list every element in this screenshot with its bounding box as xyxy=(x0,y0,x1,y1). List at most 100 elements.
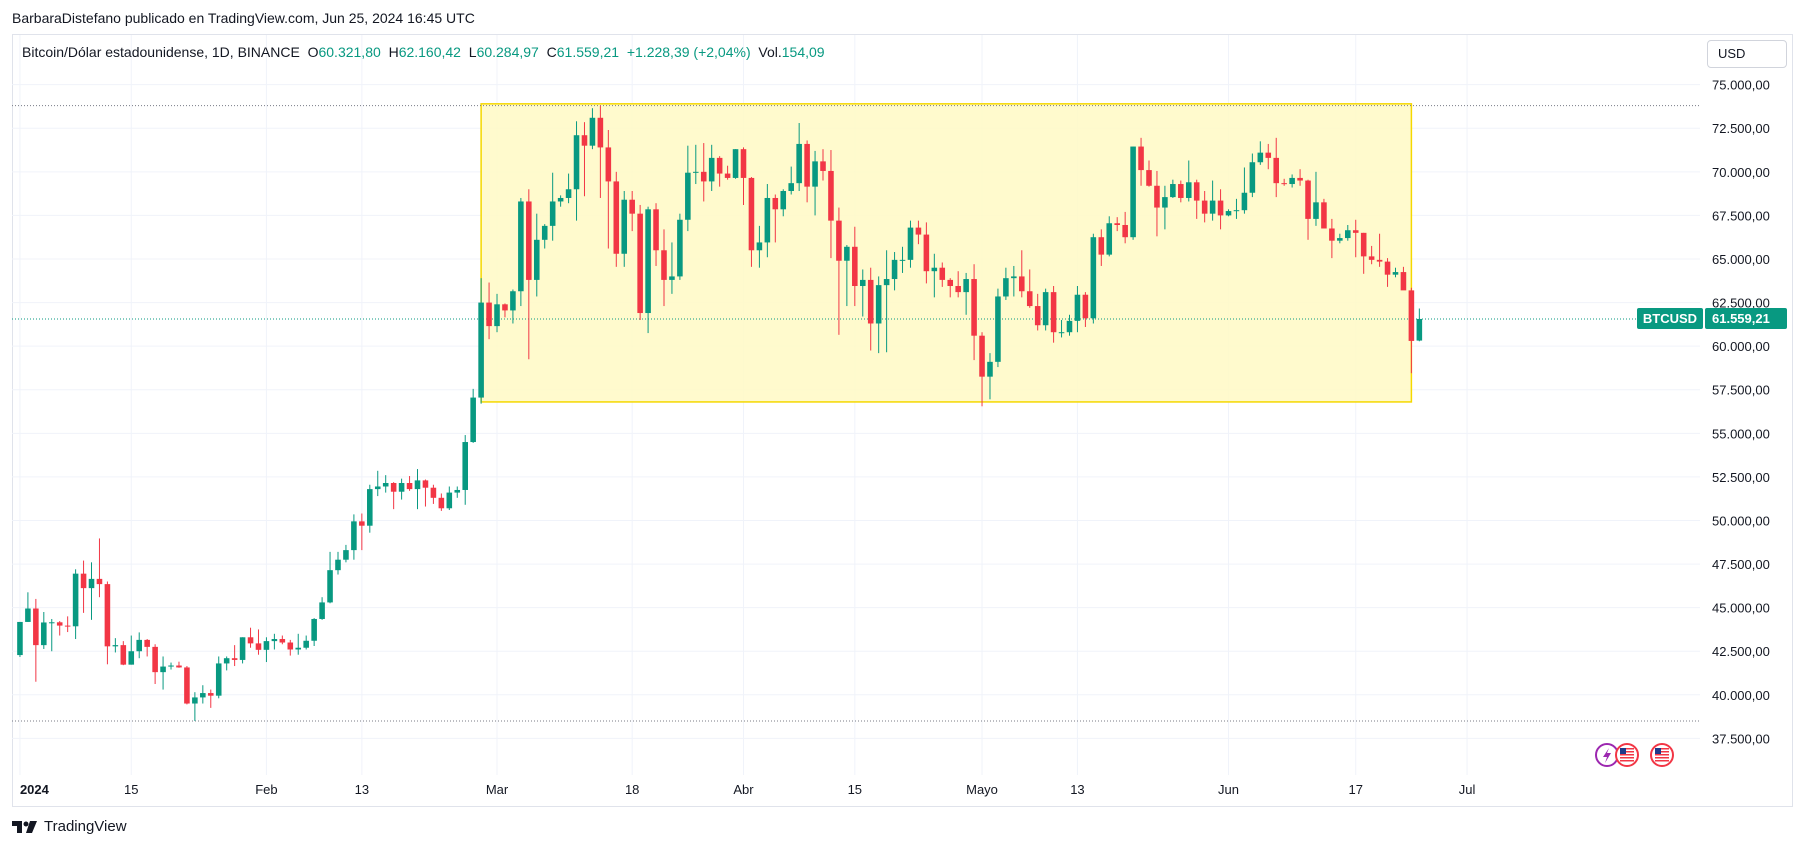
y-axis-tick-label: 50.000,00 xyxy=(1712,513,1770,528)
candle-body xyxy=(1106,223,1113,255)
candle-body xyxy=(136,639,143,652)
candle-body xyxy=(72,573,79,627)
candle-body xyxy=(200,693,206,698)
candle-body xyxy=(693,171,699,173)
candle-body xyxy=(374,486,381,490)
candle-body xyxy=(883,279,890,286)
lightning-icon[interactable] xyxy=(1595,743,1619,767)
candle-body xyxy=(780,191,787,210)
candle-body xyxy=(756,242,763,251)
candle-body xyxy=(120,645,127,665)
candle-body xyxy=(1042,292,1049,326)
candle-body xyxy=(1416,318,1423,341)
candle-body xyxy=(1313,202,1319,219)
candle-body xyxy=(923,234,930,272)
candle-body xyxy=(422,480,429,488)
currency-selector[interactable]: USD xyxy=(1707,40,1787,68)
candle-body xyxy=(478,302,484,398)
high-label: H xyxy=(388,44,399,60)
candle-body xyxy=(112,645,119,647)
candle-body xyxy=(271,639,278,642)
high-value: 62.160,42 xyxy=(398,44,461,60)
candle-body xyxy=(708,157,715,182)
candle-body xyxy=(184,667,190,704)
us-flag-icon[interactable] xyxy=(1615,743,1639,767)
candle-body xyxy=(565,189,572,198)
candle-body xyxy=(1138,146,1144,171)
candle-body xyxy=(454,489,461,493)
range-rectangle[interactable] xyxy=(480,103,1413,403)
candle-body xyxy=(41,622,47,646)
candle-body xyxy=(661,250,667,280)
candle-body xyxy=(1400,272,1407,291)
price-tag-value: 61.559,21 xyxy=(1712,311,1770,326)
price-tag-symbol-box xyxy=(1637,307,1703,329)
candle-body xyxy=(223,658,230,664)
candle-body xyxy=(772,197,779,210)
candle-body xyxy=(732,149,739,178)
candle-body xyxy=(859,279,866,287)
candle-body xyxy=(939,267,946,280)
x-axis-tick-label: Abr xyxy=(733,782,754,797)
candle-body xyxy=(64,625,71,627)
x-axis-tick-label: Jul xyxy=(1459,782,1476,797)
x-axis-tick-label: 15 xyxy=(124,782,138,797)
candle-body xyxy=(1050,292,1057,333)
x-axis-tick-label: Jun xyxy=(1218,782,1239,797)
y-axis-tick-label: 40.000,00 xyxy=(1712,688,1770,703)
candle-body xyxy=(279,639,286,643)
candle-body xyxy=(327,570,333,603)
candle-body xyxy=(963,279,969,293)
candle-body xyxy=(557,197,564,202)
symbol-name[interactable]: Bitcoin/Dólar estadounidense, 1D, BINANC… xyxy=(22,44,300,60)
candle-body xyxy=(343,550,349,560)
candle-body xyxy=(390,483,397,492)
candle-body xyxy=(398,483,405,492)
candle-body xyxy=(748,177,755,251)
footer-brand: TradingView xyxy=(44,818,127,835)
low-value: 60.284,97 xyxy=(476,44,539,60)
candle-body xyxy=(33,608,39,646)
candle-body xyxy=(844,246,850,261)
candle-body xyxy=(875,285,882,324)
candle-body xyxy=(820,161,826,171)
candle-body xyxy=(836,220,842,261)
candle-body xyxy=(351,521,357,551)
candle-body xyxy=(1408,290,1415,341)
close-label: C xyxy=(546,44,557,60)
y-axis-tick-label: 55.000,00 xyxy=(1712,426,1770,441)
candle-body xyxy=(1360,232,1367,257)
candle-body xyxy=(207,693,214,696)
candle-body xyxy=(1058,332,1065,334)
candle-body xyxy=(494,304,500,327)
candle-body xyxy=(96,578,103,585)
candle-body xyxy=(231,658,238,660)
candle-body xyxy=(17,621,23,656)
candle-body xyxy=(1384,261,1391,275)
candle-body xyxy=(1074,294,1081,321)
candle-body xyxy=(764,197,771,243)
candle-body xyxy=(987,361,993,377)
y-axis-tick-label: 47.500,00 xyxy=(1712,557,1770,572)
chart-frame[interactable] xyxy=(12,34,1793,807)
candle-body xyxy=(931,267,938,272)
y-axis-tick-label: 37.500,00 xyxy=(1712,731,1770,746)
candle-body xyxy=(581,135,588,146)
candle-body xyxy=(724,173,731,178)
candle-body xyxy=(1011,276,1017,279)
candle-body xyxy=(414,480,421,490)
publish-caption: BarbaraDistefano publicado en TradingVie… xyxy=(12,10,475,26)
candle-body xyxy=(971,279,977,336)
candle-body xyxy=(1201,200,1208,214)
candle-body xyxy=(653,209,659,251)
us-flag-icon[interactable] xyxy=(1650,743,1674,767)
tradingview-logo[interactable]: TradingView xyxy=(12,818,127,835)
candle-body xyxy=(382,483,389,487)
x-axis-tick-label: 18 xyxy=(625,782,639,797)
candle-body xyxy=(1329,228,1335,241)
candle-body xyxy=(303,640,309,648)
candle-body xyxy=(541,225,548,240)
candle-body xyxy=(796,143,802,184)
y-axis-tick-label: 75.000,00 xyxy=(1712,78,1770,93)
